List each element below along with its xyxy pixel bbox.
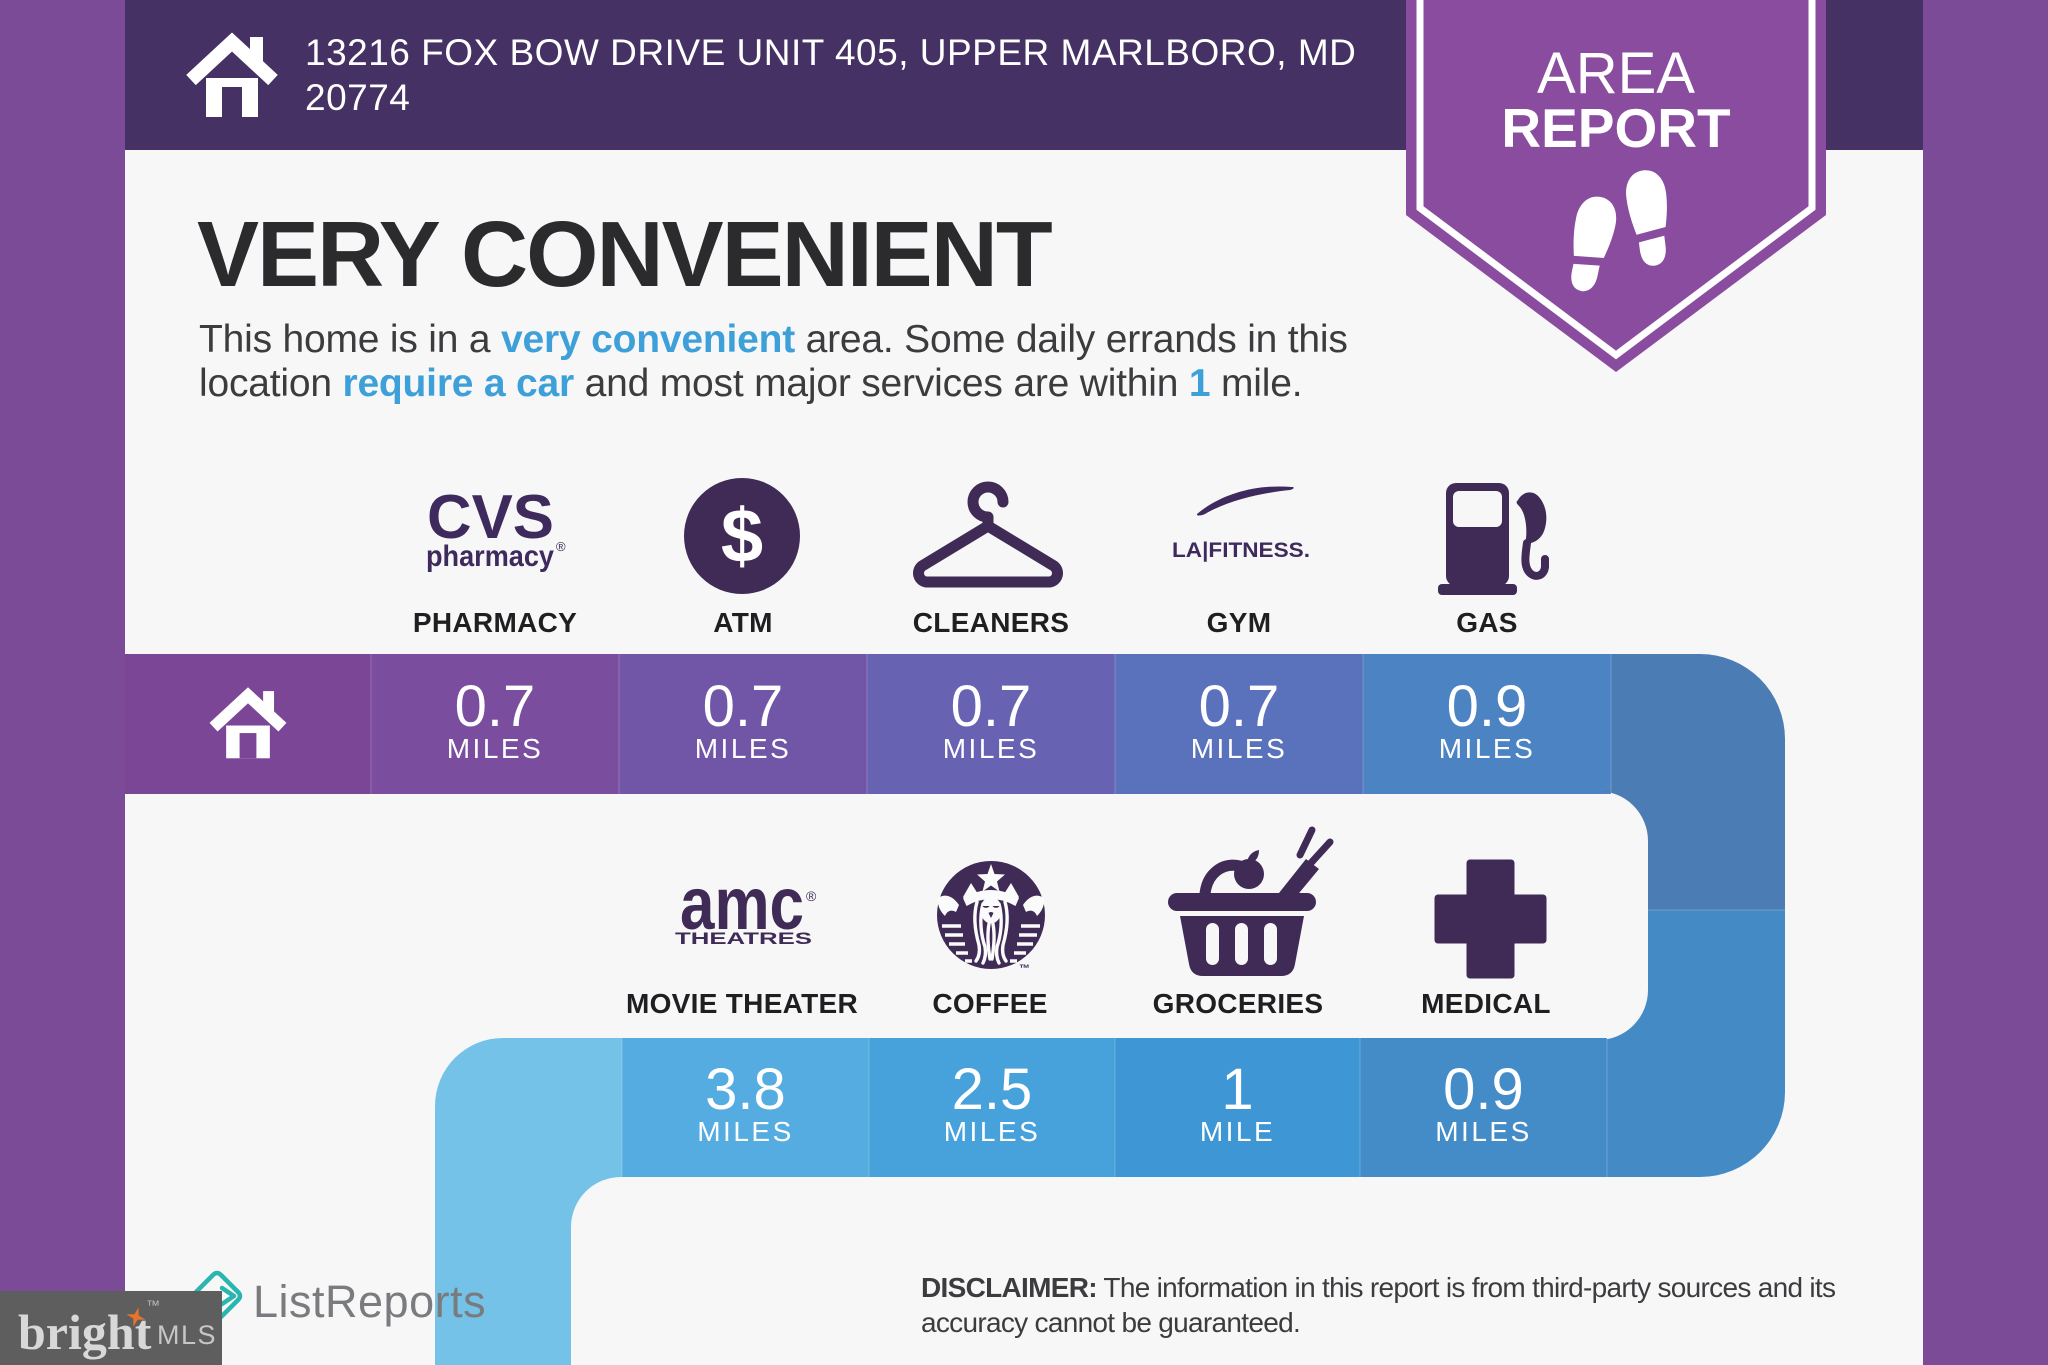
svg-text:™: ™: [1019, 963, 1030, 975]
svg-text:AREA: AREA: [1537, 41, 1695, 106]
svg-text:CVS: CVS: [427, 483, 554, 552]
svg-text:®: ®: [556, 539, 566, 554]
svg-text:pharmacy: pharmacy: [426, 540, 554, 573]
svg-text:LA|FITNESS.: LA|FITNESS.: [1172, 539, 1310, 562]
svg-text:®: ®: [806, 888, 817, 904]
svg-text:amc: amc: [680, 862, 804, 945]
svg-text:REPORT: REPORT: [1501, 97, 1730, 159]
svg-text:THEATRES: THEATRES: [675, 929, 812, 948]
svg-text:$: $: [721, 494, 763, 579]
